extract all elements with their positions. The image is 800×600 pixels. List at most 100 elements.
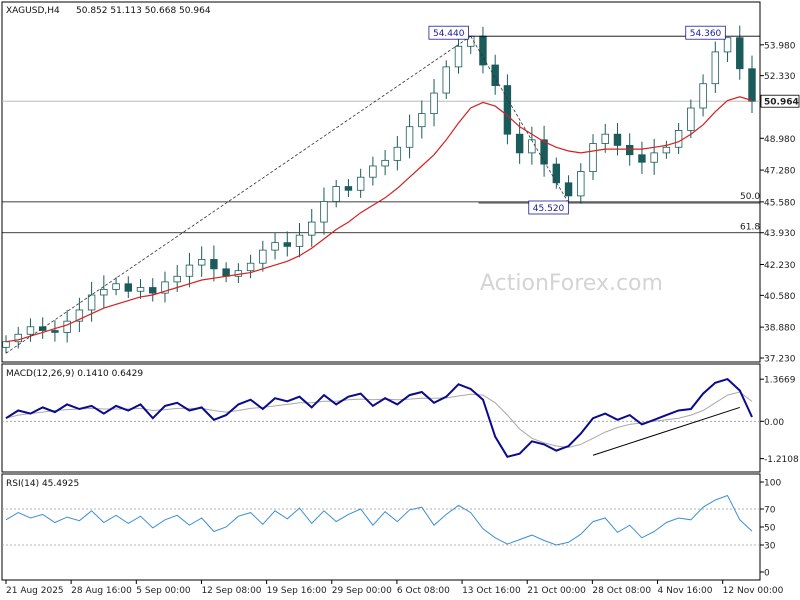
candle-body [491, 64, 499, 86]
rsi-tick-label: 70 [764, 506, 776, 516]
x-tick-label: 19 Sep 16:00 [267, 586, 327, 596]
ohlc-readout: 50.852 51.113 50.668 50.964 [76, 6, 211, 16]
candle-body [748, 68, 756, 102]
candle-body [393, 146, 402, 161]
x-tick-label: 29 Sep 00:00 [332, 586, 392, 596]
candle-body [405, 126, 414, 148]
overlay-layer: 54.360 54.440 45.520 [5, 25, 760, 354]
candle-body [149, 287, 157, 294]
price-tick-label: 47.280 [764, 167, 796, 177]
candle-body [320, 201, 328, 223]
moving-average-line [5, 96, 753, 343]
swing-high-label-box [685, 25, 726, 40]
grid-layer: 50.0 61.8 [2, 100, 760, 234]
candle-body [259, 249, 267, 264]
candle-series [2, 25, 756, 354]
candle-body [381, 159, 389, 167]
candle-body [528, 139, 536, 154]
x-tick-label: 21 Oct 00:00 [527, 586, 586, 596]
price-tick-label: 37.230 [764, 355, 796, 365]
candle-body [564, 182, 573, 197]
current-price-box [760, 94, 800, 108]
candle-body [2, 341, 10, 348]
x-tick-label: 28 Oct 08:00 [592, 586, 651, 596]
candle-body [430, 92, 438, 115]
x-tick-label: 6 Oct 08:00 [397, 586, 450, 596]
rsi-line [5, 494, 753, 546]
candle-body [38, 326, 47, 331]
candle-body [699, 83, 707, 109]
watermark: ActionForex.com [480, 271, 663, 296]
candle-body [344, 186, 353, 191]
candle-body [271, 242, 279, 251]
candle-body [185, 264, 194, 277]
candle-body [723, 37, 732, 53]
symbol-title: XAGUSD,H4 [6, 6, 60, 16]
candle-body [197, 259, 206, 266]
rsi-tick-label: 30 [764, 542, 776, 552]
macd-tick-label: -1.2108 [764, 455, 799, 465]
candle-body [308, 221, 316, 236]
candle-body [577, 171, 585, 197]
macd-panel-frame [1, 363, 761, 473]
price-tick-label: 53.980 [764, 41, 796, 51]
candle-body [613, 133, 622, 146]
candle-body [650, 152, 658, 163]
candle-body [454, 45, 463, 68]
current-price-label: 50.964 [764, 98, 799, 108]
candle-body [638, 154, 646, 163]
candle-body [210, 259, 218, 270]
candle-body [356, 176, 365, 191]
candle-body [283, 242, 291, 247]
fib-swing-line [5, 35, 471, 354]
fib-level-label: 61.8 [740, 223, 760, 233]
x-tick-label: 21 Aug 2025 [6, 586, 64, 596]
candle-body [14, 333, 22, 343]
candle-body [222, 268, 230, 277]
macd-line [5, 377, 753, 458]
candle-body [540, 139, 548, 165]
candle-body [100, 288, 108, 296]
price-tick-label: 52.330 [764, 72, 796, 82]
rsi-tick-label: 0 [764, 569, 770, 579]
rsi-layer [2, 494, 760, 546]
axis-labels: 53.980 52.330 50.964 48.980 47.280 45.580 43.9… [5, 41, 800, 596]
x-tick-label: 5 Sep 00:00 [136, 586, 191, 596]
candle-body [515, 133, 524, 154]
x-tick-label: 12 Nov 00:00 [723, 586, 784, 596]
x-tick-label: 28 Aug 16:00 [71, 586, 132, 596]
candle-body [332, 186, 340, 202]
swing-low-label: 45.520 [533, 204, 565, 214]
candle-body [711, 51, 720, 85]
candle-body [503, 85, 512, 135]
candle-body [246, 262, 255, 272]
candle-body [173, 275, 181, 283]
candle-body [112, 283, 120, 290]
candle-body [674, 130, 683, 148]
swing-high-label: 54.440 [433, 29, 465, 39]
macd-tick-label: 0.00 [764, 418, 784, 428]
candle-body [479, 35, 487, 66]
price-panel-frame [1, 1, 761, 363]
fib-level-label: 50.0 [740, 192, 760, 202]
candle-body [87, 294, 96, 311]
price-tick-label: 48.980 [764, 135, 796, 145]
candle-body [442, 66, 450, 94]
candle-body [75, 309, 84, 322]
candle-body [26, 326, 35, 335]
x-tick-label: 13 Oct 16:00 [462, 586, 521, 596]
macd-trendline [592, 406, 740, 456]
candle-body [124, 283, 133, 292]
candle-body [63, 320, 71, 333]
fib-swing-line [470, 36, 569, 204]
price-tick-label: 40.580 [764, 292, 796, 302]
candle-body [625, 145, 634, 156]
candle-body [51, 330, 59, 333]
macd-layer [2, 377, 760, 458]
swing-high-label-box [428, 25, 469, 40]
rsi-tick-label: 100 [764, 479, 781, 489]
candle-body [601, 133, 609, 144]
macd-title: MACD(12,26,9) 0.1410 0.6429 [6, 369, 143, 379]
candle-body [687, 107, 695, 131]
swing-low-label-box [528, 200, 569, 215]
